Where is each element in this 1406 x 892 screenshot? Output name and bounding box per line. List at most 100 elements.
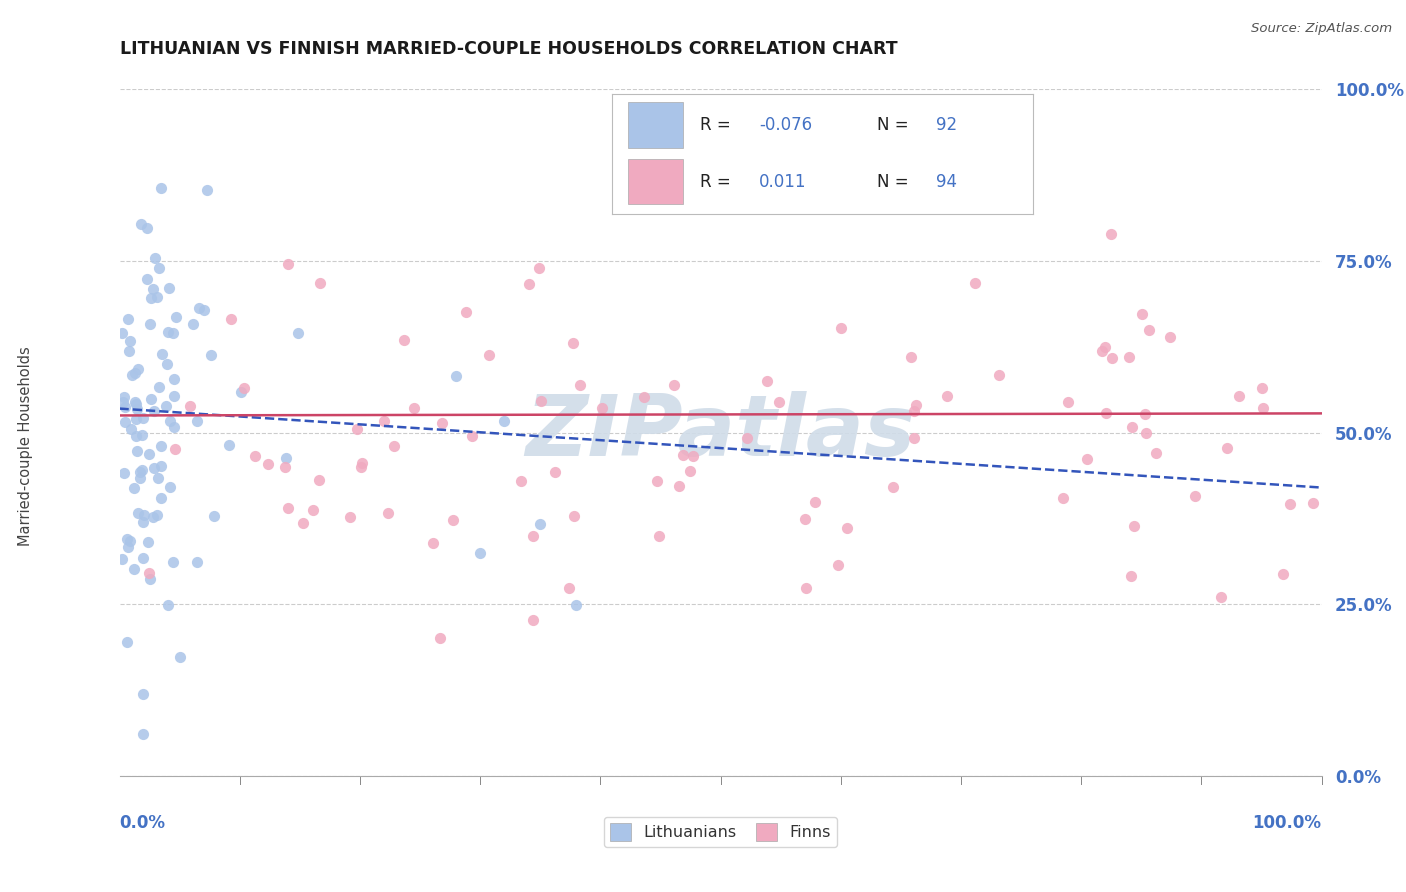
Point xyxy=(138,447,160,461)
Point xyxy=(156,598,179,612)
Point xyxy=(141,392,163,406)
Point xyxy=(188,301,211,315)
Point xyxy=(830,321,852,335)
Point xyxy=(441,513,464,527)
Point xyxy=(1122,519,1144,533)
Point xyxy=(591,401,613,416)
Point xyxy=(124,412,146,426)
Point xyxy=(454,305,477,319)
Point xyxy=(157,325,180,339)
Point xyxy=(768,395,790,409)
Text: 0.011: 0.011 xyxy=(759,172,807,191)
Point xyxy=(120,334,142,348)
Point xyxy=(422,536,444,550)
Point xyxy=(155,399,177,413)
Point xyxy=(468,546,492,560)
Point xyxy=(112,391,135,405)
Point xyxy=(120,533,142,548)
Point xyxy=(903,403,925,417)
Point xyxy=(1101,351,1123,365)
Point xyxy=(132,516,155,530)
Point xyxy=(159,414,181,428)
Point xyxy=(163,420,186,434)
Point xyxy=(1119,569,1142,583)
Point xyxy=(156,357,179,371)
Point xyxy=(159,480,181,494)
Point xyxy=(544,465,567,479)
Point xyxy=(142,404,165,418)
Point xyxy=(274,460,297,475)
Point xyxy=(186,414,208,428)
Point xyxy=(150,458,173,473)
Point xyxy=(127,361,149,376)
Point xyxy=(162,326,184,341)
Point xyxy=(138,566,160,581)
Text: N =: N = xyxy=(877,116,914,134)
Point xyxy=(111,326,134,340)
Point xyxy=(1076,451,1098,466)
Point xyxy=(150,491,173,505)
Point xyxy=(127,401,149,416)
Point xyxy=(157,280,180,294)
Point xyxy=(142,460,165,475)
Legend: Lithuanians, Finns: Lithuanians, Finns xyxy=(603,817,838,847)
Point xyxy=(145,290,167,304)
Point xyxy=(287,326,309,341)
Point xyxy=(274,450,297,465)
Point xyxy=(277,501,299,516)
Point xyxy=(430,416,453,430)
Point xyxy=(402,401,425,415)
Point xyxy=(1057,395,1080,409)
Point xyxy=(509,474,531,488)
Point xyxy=(132,727,155,741)
Point xyxy=(382,439,405,453)
Point xyxy=(1118,351,1140,365)
Point xyxy=(529,516,551,531)
Point xyxy=(645,474,668,488)
Point xyxy=(233,381,256,395)
Point xyxy=(245,449,267,463)
Point xyxy=(112,394,135,409)
Point xyxy=(114,415,136,429)
Point xyxy=(561,336,583,351)
Point xyxy=(793,511,815,525)
Point xyxy=(117,311,139,326)
Point xyxy=(1216,442,1239,456)
Point xyxy=(129,471,152,485)
Point xyxy=(350,456,373,470)
Point xyxy=(530,393,553,408)
Point xyxy=(193,303,215,318)
Point xyxy=(218,437,240,451)
Text: Married-couple Households: Married-couple Households xyxy=(18,346,32,546)
Point xyxy=(111,551,134,566)
Point xyxy=(162,389,184,403)
Point xyxy=(1251,401,1274,415)
Point xyxy=(142,510,165,524)
Point xyxy=(662,378,685,392)
Point xyxy=(1302,496,1324,510)
Point xyxy=(292,516,315,530)
Point xyxy=(1135,425,1157,440)
Point xyxy=(148,471,170,485)
Point xyxy=(127,506,149,520)
Point xyxy=(127,444,149,458)
Point xyxy=(804,495,827,509)
Point xyxy=(882,480,904,494)
Point xyxy=(302,503,325,517)
Point xyxy=(169,650,191,665)
Text: R =: R = xyxy=(700,116,737,134)
Point xyxy=(1144,446,1167,460)
Point xyxy=(633,390,655,404)
Point xyxy=(179,399,201,413)
Point xyxy=(756,374,779,388)
Bar xyxy=(628,159,683,204)
Point xyxy=(346,422,368,436)
Point xyxy=(142,282,165,296)
Text: ZIPatlas: ZIPatlas xyxy=(526,391,915,475)
Point xyxy=(162,555,184,569)
Point xyxy=(120,422,142,436)
Point xyxy=(350,460,373,475)
Point xyxy=(148,261,170,276)
Point xyxy=(136,535,159,549)
Point xyxy=(115,635,138,649)
